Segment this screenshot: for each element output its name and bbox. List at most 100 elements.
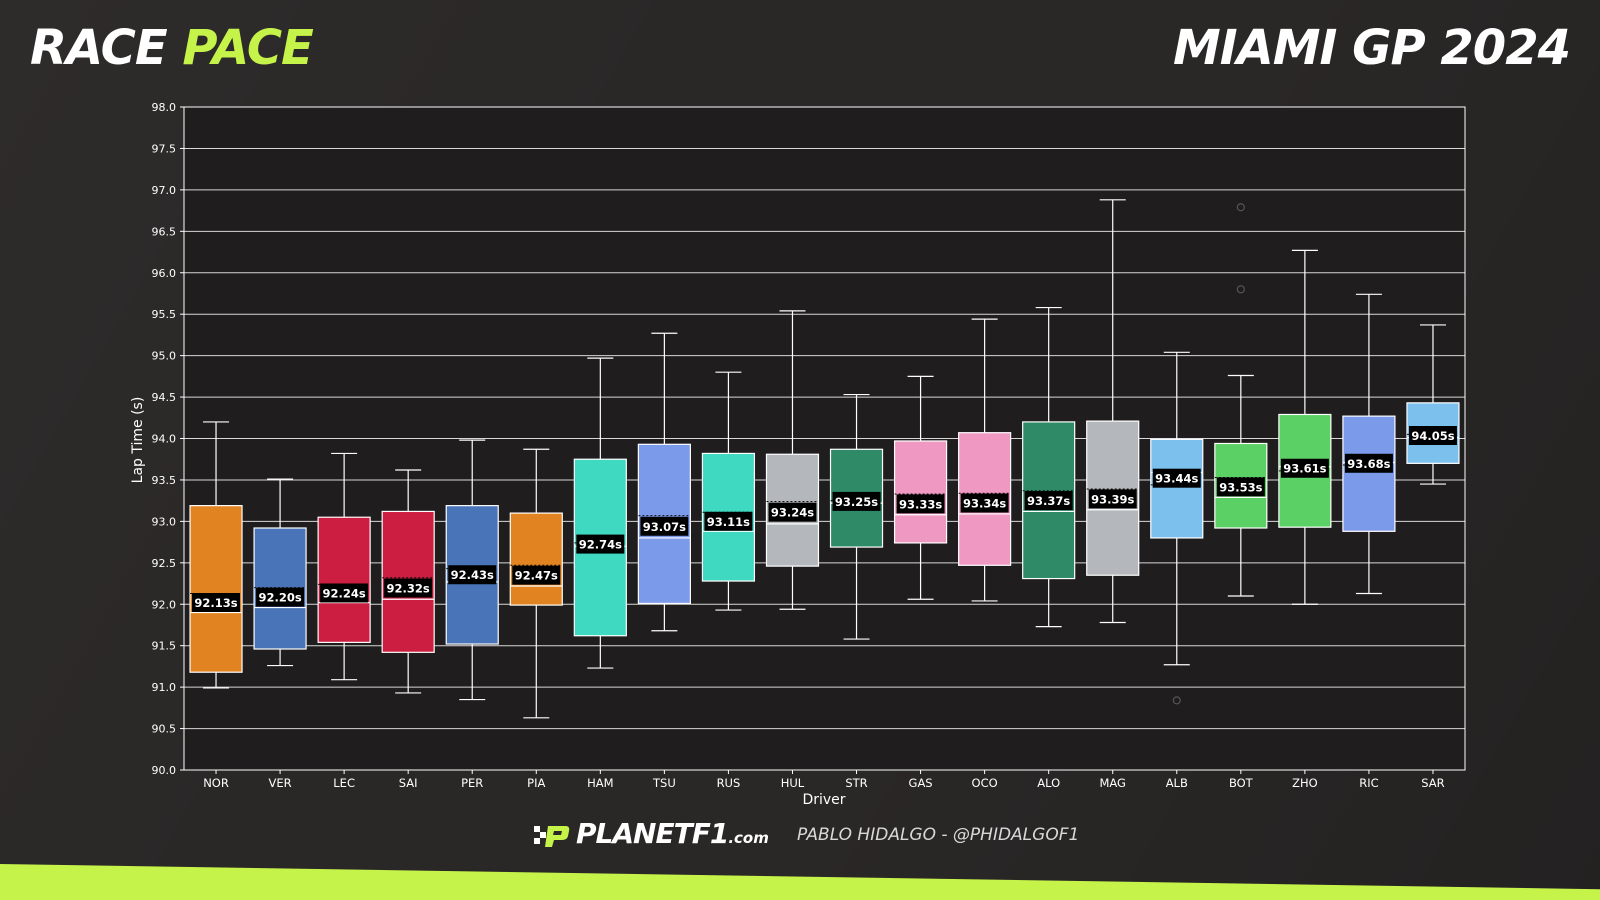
value-label-bg [448,565,497,585]
box-ver: 92.20s [253,478,307,667]
y-tick-label: 97.5 [152,142,177,155]
value-label: 92.74s [579,538,622,552]
x-tick-label: ZHO [1292,776,1318,790]
value-label-bg [576,534,625,554]
value-label-bg [832,491,881,511]
box-hul: 93.24s [765,310,820,610]
x-tick-label: SAI [399,776,418,790]
value-label-bg [896,494,945,514]
box-iqr [893,440,948,544]
x-tick-label: OCO [972,776,998,790]
box-alo: 93.37s [1022,306,1076,628]
title-word-pace: PACE [182,20,313,76]
value-label-bg [960,493,1009,513]
y-tick-label: 92.5 [152,557,177,570]
x-tick-label: VER [269,776,292,790]
value-label-bg [320,583,369,603]
box-pia: 92.47s [509,448,563,719]
y-axis-label: Lap Time (s) [130,397,146,484]
value-label-bg [1216,477,1265,497]
value-label: 93.25s [835,495,878,509]
value-label: 92.32s [387,582,430,596]
event-title: MIAMI GP 2024 [1173,20,1571,76]
box-zho: 93.61s [1278,249,1332,605]
box-iqr [1150,438,1204,539]
x-axis-label: Driver [802,792,845,808]
plot-frame [183,106,1466,771]
x-tick-label: SAR [1421,776,1444,790]
box-sar: 94.05s [1406,324,1460,485]
value-label: 93.24s [771,506,814,520]
planetf1-logo-icon [534,826,570,847]
x-tick-label: NOR [203,776,229,790]
y-tick-label: 98.0 [152,101,177,114]
y-tick-label: 96.5 [152,225,177,238]
box-rus: 93.11s [701,371,756,611]
x-tick-label: RIC [1359,776,1378,790]
value-label: 93.34s [963,497,1006,511]
value-label: 93.07s [643,520,686,534]
value-label: 92.47s [515,569,558,583]
value-label-bg [1408,426,1457,446]
value-label-bg [704,511,753,531]
y-tick-label: 91.5 [152,640,177,653]
value-label: 93.44s [1155,472,1198,486]
y-tick-label: 91.0 [152,681,177,694]
outlier-point [1172,696,1181,705]
value-label: 93.37s [1027,494,1070,508]
y-tick-label: 96.0 [152,267,177,280]
value-label-bg [1344,453,1393,473]
value-label: 92.24s [323,586,366,600]
box-nor: 92.13s [189,421,243,689]
x-tick-label: MAG [1099,776,1126,790]
box-mag: 93.39s [1086,199,1140,624]
page-title: RACE PACE [30,18,314,78]
grid-lines [184,106,1465,771]
logo-domain: .com [728,829,769,847]
y-tick-label: 92.0 [152,598,177,611]
box-sai: 92.32s [381,469,435,694]
value-label-bg [384,578,433,598]
box-bot: 93.53s [1214,203,1268,597]
box-ric: 93.68s [1342,293,1396,595]
author-credit: PABLO HIDALGO - @PHIDALGOF1 [797,825,1080,845]
box-oco: 93.34s [958,318,1012,602]
y-tick-label: 97.0 [152,184,177,197]
value-label-bg [1152,468,1201,488]
x-tick-label: ALO [1037,776,1060,790]
x-tick-label: TSU [652,776,676,790]
y-tick-label: 94.0 [152,433,177,446]
axes: 90.0 90.5 91.0 91.5 92.0 92.5 93.0 93.5 94.0 94.5… [152,101,1466,790]
y-tick-label: 95.0 [152,350,177,363]
planetf1-logo: PLANETF1.com [534,818,769,854]
value-label: 93.11s [707,515,750,529]
value-label-bg [1024,491,1073,511]
value-label: 92.20s [258,591,301,605]
value-label-bg [1280,458,1329,478]
box-str: 93.25s [829,393,884,640]
value-label: 92.43s [451,568,494,582]
boxes-layer: 92.13s 92.20s 92.24s 92.32s 92.43s 92.47s 92.7… [189,199,1460,719]
outlier-point [1236,285,1245,294]
box-iqr [509,512,563,606]
box-lec: 92.24s [317,452,371,681]
y-tick-label: 93.0 [152,515,177,528]
x-tick-label: STR [845,776,867,790]
box-ham: 92.74s [573,357,627,669]
box-iqr [189,505,243,673]
value-label-bg [256,587,305,607]
y-tick-label: 93.5 [152,474,177,487]
value-label-bg [640,516,689,536]
box-alb: 93.44s [1150,351,1204,705]
x-tick-label: HUL [781,776,805,790]
value-label: 93.53s [1219,480,1262,494]
value-label: 93.39s [1091,492,1134,506]
y-tick-label: 90.0 [152,764,177,777]
box-per: 92.43s [445,439,499,701]
value-label-bg [192,593,241,613]
logo-wordmark: PLANETF1 [576,817,729,850]
box-gas: 93.33s [893,375,948,600]
x-tick-label: BOT [1229,776,1254,790]
value-label: 92.13s [194,596,237,610]
